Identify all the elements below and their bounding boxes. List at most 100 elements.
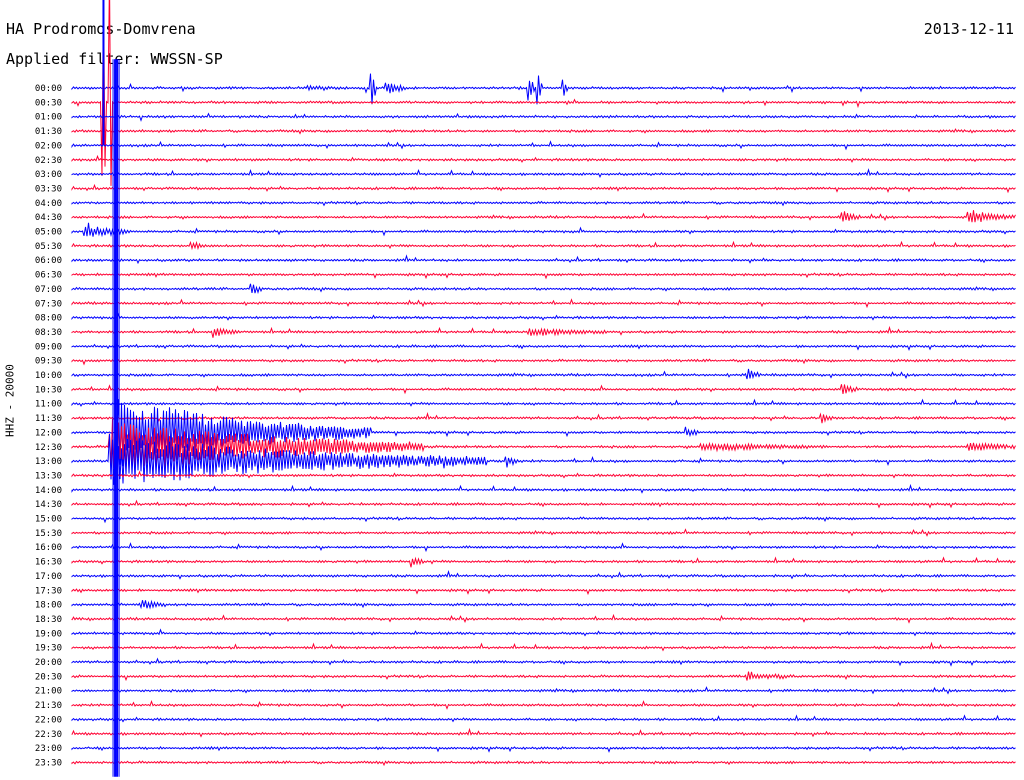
row-label-1330: 13:30: [35, 471, 62, 481]
row-label-1730: 17:30: [35, 586, 62, 596]
row-label-0330: 03:30: [35, 184, 62, 194]
record-date: 2013-12-11: [923, 20, 1014, 38]
trace-1030: [71, 384, 1016, 395]
trace-0800: [71, 312, 1016, 321]
row-label-0800: 08:00: [35, 314, 62, 324]
trace-1530: [71, 528, 1016, 537]
trace-0400: [71, 200, 1016, 207]
row-label-0430: 04:30: [35, 213, 62, 223]
trace-1230: [71, 418, 1016, 469]
row-label-1030: 10:30: [35, 385, 62, 395]
row-label-0900: 09:00: [35, 342, 62, 352]
row-label-1930: 19:30: [35, 644, 62, 654]
row-label-0500: 05:00: [35, 228, 62, 238]
row-label-2200: 22:00: [35, 715, 62, 725]
row-label-0130: 01:30: [35, 127, 62, 137]
row-label-1300: 13:00: [35, 457, 62, 467]
row-label-2330: 23:30: [35, 758, 62, 768]
row-label-1200: 12:00: [35, 428, 62, 438]
row-label-0400: 04:00: [35, 199, 62, 209]
row-label-1800: 18:00: [35, 601, 62, 611]
trace-0430: [71, 210, 1016, 223]
row-label-1500: 15:00: [35, 515, 62, 525]
row-label-0000: 00:00: [35, 84, 62, 94]
row-label-1600: 16:00: [35, 543, 62, 553]
seismic-traces: [71, 0, 1016, 767]
trace-0530: [71, 240, 1016, 251]
trace-0100: [71, 112, 1016, 122]
row-label-1900: 19:00: [35, 629, 62, 639]
mainshock-trace: [102, 0, 120, 777]
row-label-1530: 15:30: [35, 529, 62, 539]
trace-2030: [71, 671, 1016, 682]
row-label-0530: 05:30: [35, 242, 62, 252]
trace-0030: [71, 0, 1016, 186]
trace-2200: [71, 714, 1016, 723]
trace-0900: [71, 341, 1016, 351]
row-label-2130: 21:30: [35, 701, 62, 711]
trace-0830: [71, 325, 1016, 338]
row-label-2230: 22:30: [35, 730, 62, 740]
row-label-1400: 14:00: [35, 486, 62, 496]
trace-0130: [71, 128, 1016, 135]
row-label-1830: 18:30: [35, 615, 62, 625]
trace-0330: [71, 183, 1016, 194]
trace-1700: [71, 569, 1016, 580]
trace-1600: [71, 542, 1016, 553]
row-labels: 00:00 00:30 01:00 01:30 02:00 02:30 03:00 03:30…: [35, 84, 62, 768]
trace-2330: [71, 760, 1016, 767]
trace-2300: [71, 745, 1016, 753]
station-title: HA Prodromos-Domvrena: [6, 20, 196, 38]
trace-1730: [71, 588, 1016, 596]
trace-0700: [71, 283, 1016, 295]
row-label-1700: 17:00: [35, 572, 62, 582]
trace-2130: [71, 699, 1016, 710]
trace-0230: [71, 154, 1016, 163]
trace-0600: [71, 254, 1016, 265]
row-label-1100: 11:00: [35, 400, 62, 410]
trace-1630: [71, 556, 1016, 568]
trace-0200: [71, 140, 1016, 151]
trace-1500: [71, 516, 1016, 524]
filter-subtitle: Applied filter: WWSSN-SP: [6, 50, 223, 68]
trace-1830: [71, 613, 1016, 624]
row-label-0200: 02:00: [35, 141, 62, 151]
trace-0500: [71, 222, 1016, 238]
row-label-0300: 03:00: [35, 170, 62, 180]
row-label-0230: 02:30: [35, 156, 62, 166]
row-label-0730: 07:30: [35, 299, 62, 309]
trace-0730: [71, 298, 1016, 309]
trace-1300: [71, 433, 1016, 485]
trace-0000: [71, 73, 1016, 105]
row-label-0030: 00:30: [35, 98, 62, 108]
trace-0300: [71, 168, 1016, 178]
row-label-0930: 09:30: [35, 357, 62, 367]
trace-1200: [71, 399, 1016, 467]
trace-1900: [71, 628, 1016, 637]
trace-1330: [71, 470, 1016, 479]
row-label-0600: 06:00: [35, 256, 62, 266]
row-label-1630: 16:30: [35, 558, 62, 568]
row-label-2100: 21:00: [35, 687, 62, 697]
row-label-2300: 23:00: [35, 744, 62, 754]
row-label-2000: 20:00: [35, 658, 62, 668]
trace-2000: [71, 657, 1016, 667]
row-label-0830: 08:30: [35, 328, 62, 338]
row-label-2030: 20:30: [35, 672, 62, 682]
trace-2230: [71, 727, 1016, 738]
trace-1930: [71, 641, 1016, 652]
trace-1800: [71, 599, 1016, 610]
row-label-0630: 06:30: [35, 271, 62, 281]
trace-1430: [71, 499, 1016, 509]
row-label-0100: 01:00: [35, 113, 62, 123]
row-label-1430: 14:30: [35, 500, 62, 510]
row-label-1230: 12:30: [35, 443, 62, 453]
row-label-1130: 11:30: [35, 414, 62, 424]
row-label-0700: 07:00: [35, 285, 62, 295]
trace-1130: [71, 412, 1016, 424]
trace-0630: [71, 272, 1016, 280]
trace-1400: [71, 483, 1016, 494]
trace-1000: [71, 368, 1016, 380]
trace-0930: [71, 358, 1016, 366]
